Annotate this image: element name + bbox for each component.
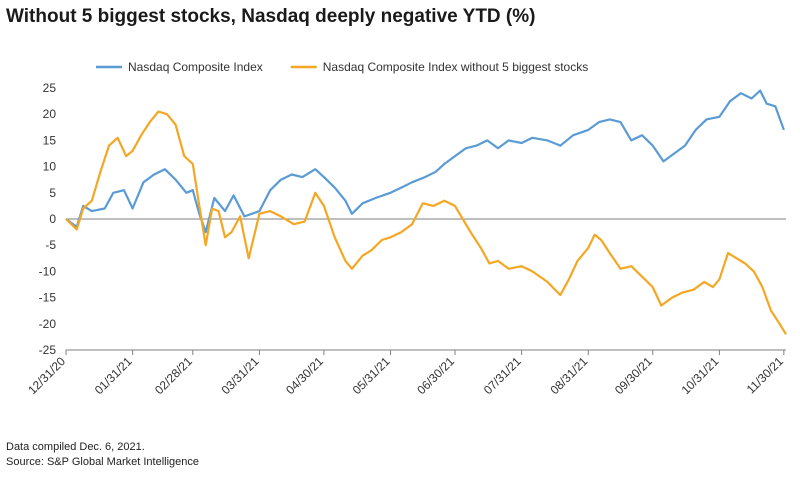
y-tick-label: 10 bbox=[43, 160, 57, 174]
x-tick-label: 01/31/21 bbox=[92, 354, 135, 397]
legend-label-2: Nasdaq Composite Index without 5 biggest… bbox=[323, 60, 588, 74]
footnote-source: Source: S&P Global Market Intelligence bbox=[6, 456, 200, 468]
y-tick-label: 20 bbox=[43, 107, 57, 121]
y-tick-label: 0 bbox=[49, 212, 56, 226]
x-tick-label: 12/31/20 bbox=[25, 354, 68, 397]
x-tick-label: 08/31/21 bbox=[547, 354, 590, 397]
x-tick-label: 02/28/21 bbox=[152, 354, 195, 397]
legend: Nasdaq Composite Index Nasdaq Composite I… bbox=[96, 60, 588, 74]
series-line-2 bbox=[65, 110, 787, 335]
y-tick-label: 5 bbox=[49, 186, 56, 200]
x-tick-label: 05/31/21 bbox=[350, 354, 393, 397]
chart-title: Without 5 biggest stocks, Nasdaq deeply … bbox=[6, 6, 536, 27]
x-tick-label: 04/30/21 bbox=[283, 354, 326, 397]
y-tick-label: -5 bbox=[45, 238, 56, 252]
y-tick-label: 25 bbox=[43, 81, 57, 95]
y-tick-label: 15 bbox=[43, 133, 57, 147]
x-tick-label: 06/30/21 bbox=[414, 354, 457, 397]
x-tick-label: 09/30/21 bbox=[612, 354, 655, 397]
y-tick-label: -10 bbox=[39, 264, 57, 278]
x-tick-label: 07/31/21 bbox=[481, 354, 524, 397]
footnote-data-compiled: Data compiled Dec. 6, 2021. bbox=[6, 441, 145, 453]
legend-label-1: Nasdaq Composite Index bbox=[128, 60, 263, 74]
series-group bbox=[65, 89, 787, 335]
x-tick-label: 11/30/21 bbox=[744, 354, 787, 397]
series-line-1 bbox=[65, 89, 785, 234]
x-axis: 12/31/20 01/31/21 02/28/21 03/31/21 04/30/21… bbox=[25, 349, 787, 397]
x-tick-label: 10/31/21 bbox=[679, 354, 722, 397]
y-axis: 25 20 15 10 5 0 -5 -10 -15 -20 -25 bbox=[39, 81, 57, 357]
y-tick-label: -25 bbox=[39, 343, 57, 357]
x-tick-label: 03/31/21 bbox=[219, 354, 262, 397]
y-tick-label: -15 bbox=[39, 291, 57, 305]
y-tick-label: -20 bbox=[39, 317, 57, 331]
